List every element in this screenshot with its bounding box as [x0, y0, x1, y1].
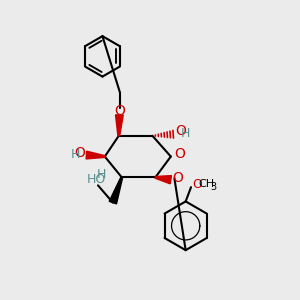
Text: O: O	[74, 146, 85, 160]
Polygon shape	[86, 151, 105, 159]
Text: CH: CH	[198, 179, 214, 189]
Text: O: O	[192, 178, 202, 191]
Text: H: H	[70, 148, 80, 161]
Polygon shape	[155, 176, 171, 184]
Polygon shape	[116, 115, 123, 136]
Text: O: O	[115, 104, 125, 118]
Text: H: H	[97, 168, 106, 181]
Text: HO: HO	[87, 173, 106, 186]
Polygon shape	[109, 177, 123, 204]
Text: H: H	[180, 127, 190, 140]
Text: 3: 3	[210, 182, 216, 192]
Text: O: O	[175, 124, 186, 138]
Text: O: O	[172, 171, 183, 185]
Text: O: O	[174, 147, 185, 160]
